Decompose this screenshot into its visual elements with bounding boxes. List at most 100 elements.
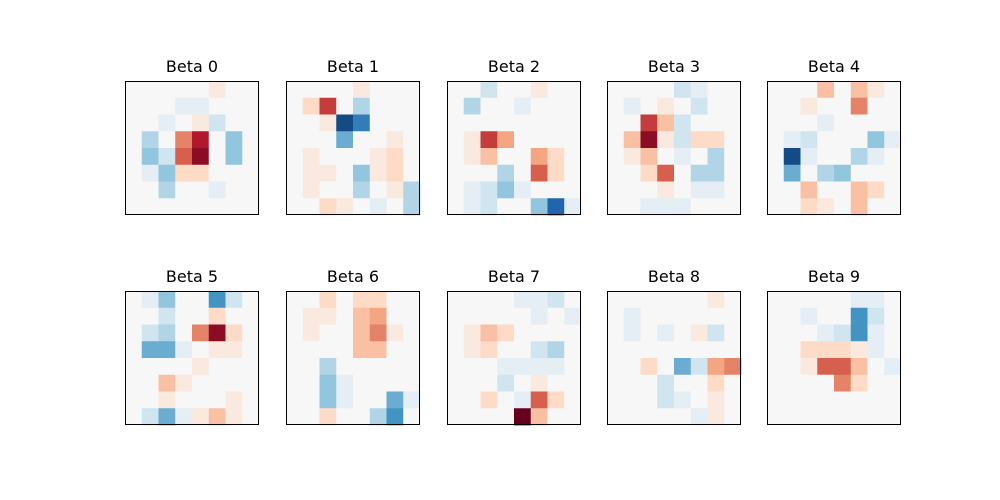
heatmap-cell [657,97,675,115]
heatmap-cell [336,164,354,182]
heatmap-cell [319,291,337,309]
heatmap-cell [547,131,565,149]
heatmap-cell [817,97,835,115]
heatmap-cell [242,291,260,309]
heatmap-cell [286,114,304,132]
heatmap-cell [497,181,515,199]
heatmap-cell [564,81,582,99]
heatmap-cell [834,148,852,166]
heatmap-cell [640,408,658,426]
heatmap-cell [463,374,481,392]
heatmap-cell [623,148,641,166]
heatmap-cell [480,131,498,149]
heatmap-cell [192,307,210,325]
heatmap-cell [480,181,498,199]
heatmap-cell [386,198,404,216]
heatmap-cell [302,164,320,182]
heatmap-cell [386,324,404,342]
heatmap-cell [302,97,320,115]
heatmap-cell [657,164,675,182]
heatmap-cell [447,341,465,359]
heatmap-cell [447,148,465,166]
heatmap-cell [674,341,692,359]
heatmap-cell [403,358,421,376]
heatmap-cell [302,341,320,359]
heatmap-cell [125,181,143,199]
heatmap-cell [447,358,465,376]
heatmap-cell [242,374,260,392]
heatmap-cell [607,131,625,149]
heatmap-cell [158,164,176,182]
heatmap-cell [783,408,801,426]
heatmap-cell [530,324,548,342]
panel-title: Beta 5 [166,267,218,286]
heatmap-cell [640,148,658,166]
heatmap-cell [175,164,193,182]
heatmap-cell [564,97,582,115]
heatmap-cell [141,114,159,132]
heatmap-cell [690,181,708,199]
heatmap-cell [817,324,835,342]
heatmap-cell [403,97,421,115]
heatmap-cell [724,408,742,426]
heatmap-cell [547,148,565,166]
heatmap-cell [724,391,742,409]
heatmap-cell [767,148,785,166]
heatmap-cell [403,148,421,166]
heatmap-cell [623,324,641,342]
heatmap-cell [242,181,260,199]
heatmap-cell [640,81,658,99]
heatmap-cell [530,358,548,376]
heatmap-cell [547,391,565,409]
heatmap-cell [369,81,387,99]
heatmap-cell [707,291,725,309]
heatmap-cell [336,324,354,342]
heatmap-cell [564,358,582,376]
heatmap-cell [225,131,243,149]
heatmap-cell [800,181,818,199]
heatmap-cell [369,307,387,325]
heatmap-cell [497,358,515,376]
heatmap-cell [800,324,818,342]
heatmap-cell [783,374,801,392]
heatmap-cell [817,131,835,149]
heatmap-cell [319,131,337,149]
heatmap-cell [640,291,658,309]
heatmap-cell [884,374,902,392]
heatmap-cell [724,131,742,149]
heatmap-cell [724,81,742,99]
heatmap-cell [623,391,641,409]
heatmap-cell [514,408,532,426]
heatmap-cell [690,341,708,359]
heatmap-cell [192,81,210,99]
heatmap-cell [125,391,143,409]
heatmap-cell [480,307,498,325]
heatmap-cell [690,114,708,132]
heatmap-cell [192,181,210,199]
heatmap-cell [319,408,337,426]
heatmap-cell [850,97,868,115]
heatmap-cell [319,81,337,99]
panel-title: Beta 9 [808,267,860,286]
heatmap-cell [369,114,387,132]
heatmap-cell [125,131,143,149]
heatmap-cell [403,131,421,149]
heatmap-cell [530,97,548,115]
heatmap-cell [640,307,658,325]
heatmap-cell [564,148,582,166]
heatmap-cell [242,324,260,342]
heatmap-cell [850,181,868,199]
heatmap-cell [674,181,692,199]
heatmap-cell [707,374,725,392]
heatmap-cell [125,164,143,182]
heatmap-cell [463,148,481,166]
heatmap-cell [674,307,692,325]
heatmap-cell [834,81,852,99]
heatmap-cell [623,358,641,376]
heatmap-cell [386,408,404,426]
heatmap-panel-2: Beta 2 [447,57,582,216]
heatmap-cell [353,341,371,359]
heatmap-cell [125,97,143,115]
heatmap-cell [657,131,675,149]
heatmap-cell [175,374,193,392]
